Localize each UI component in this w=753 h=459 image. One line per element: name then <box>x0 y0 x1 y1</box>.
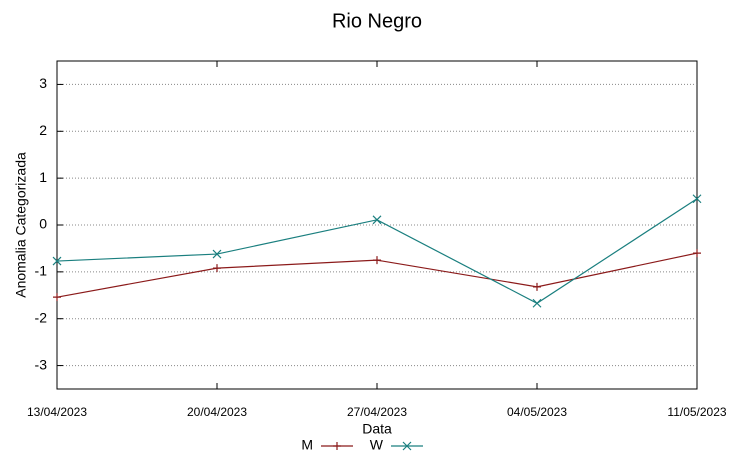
legend-label: M <box>301 437 313 453</box>
legend-marker <box>402 441 412 451</box>
x-tick-label: 11/05/2023 <box>667 405 726 419</box>
y-tick-label: -2 <box>35 309 48 325</box>
x-tick-label: 04/05/2023 <box>507 405 567 419</box>
chart-title: Rio Negro <box>332 10 422 32</box>
point-marker <box>373 256 381 265</box>
y-tick-label: -1 <box>35 263 48 279</box>
legend-label: W <box>370 437 384 453</box>
point-marker <box>693 249 701 258</box>
x-axis-label: Data <box>362 421 392 437</box>
series-line <box>56 198 698 304</box>
point-marker <box>692 194 702 204</box>
legend-marker <box>333 442 341 450</box>
point-marker <box>533 282 541 291</box>
y-tick-label: -3 <box>35 356 48 372</box>
y-tick-label: 0 <box>39 216 47 232</box>
point-marker <box>372 215 382 225</box>
y-tick-label: 2 <box>39 122 47 138</box>
x-tick-label: 13/04/2023 <box>27 405 87 419</box>
point-marker <box>53 293 61 302</box>
y-tick-label: 1 <box>39 169 47 185</box>
x-tick-label: 20/04/2023 <box>187 405 247 419</box>
point-marker <box>532 298 542 308</box>
point-marker <box>212 249 222 259</box>
point-marker <box>52 256 62 266</box>
y-axis-label: Anomalia Categorizada <box>13 152 29 298</box>
x-tick-label: 27/04/2023 <box>347 405 407 419</box>
point-marker <box>213 264 221 273</box>
y-tick-label: 3 <box>39 75 47 91</box>
